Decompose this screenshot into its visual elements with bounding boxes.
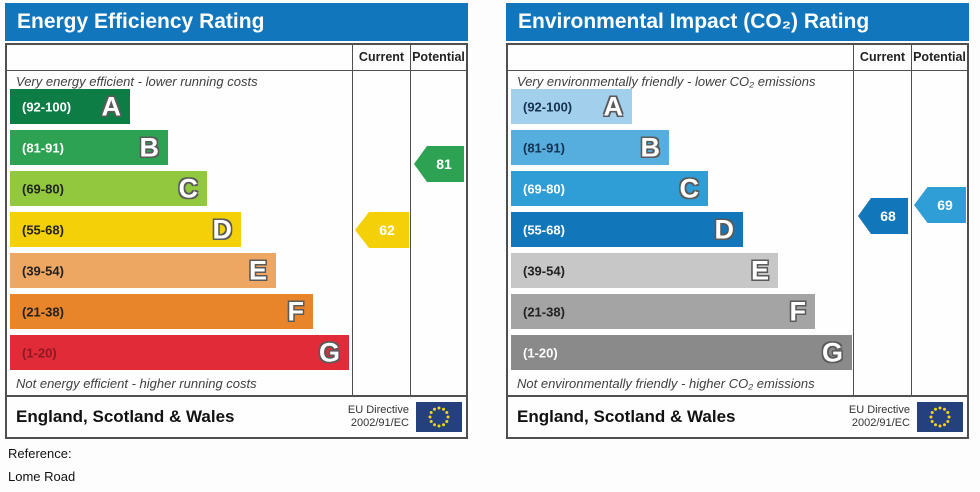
- band-c: (69-80) C: [511, 171, 708, 206]
- panel-footer: England, Scotland & Wales EU Directive 2…: [7, 395, 466, 437]
- band-range-label: (69-80): [22, 181, 64, 196]
- band-letter: F: [789, 296, 807, 326]
- column-divider: [911, 45, 912, 396]
- panel-title: Energy Efficiency Rating: [17, 10, 265, 33]
- band-letter: C: [178, 173, 199, 203]
- reference-block: Reference: Lome Road: [8, 446, 75, 492]
- energy-rating-table: Current Potential Very energy efficient …: [5, 43, 468, 439]
- top-note: Very environmentally friendly - lower CO…: [517, 74, 816, 89]
- eu-directive-label: EU Directive 2002/91/EC: [848, 403, 910, 429]
- band-range-label: (92-100): [523, 99, 573, 114]
- band-d: (55-68) D: [511, 212, 743, 247]
- band-letter: A: [603, 91, 624, 121]
- band-letter: G: [318, 337, 340, 367]
- band-letter: G: [821, 337, 843, 367]
- energy-panel-title-bar: Energy Efficiency Rating: [5, 3, 468, 41]
- column-divider: [352, 45, 353, 396]
- current-rating-marker: 62: [355, 212, 409, 248]
- band-range-label: (1-20): [22, 345, 57, 360]
- potential-column-header: Potential: [913, 50, 966, 64]
- current-column-header: Current: [859, 50, 906, 64]
- panel-title: Environmental Impact (CO₂) Rating: [518, 10, 870, 33]
- current-rating-marker: 68: [858, 198, 908, 234]
- band-letter: D: [714, 214, 735, 244]
- band-range-label: (81-91): [523, 140, 565, 155]
- band-range-label: (55-68): [22, 222, 64, 237]
- band-range-label: (55-68): [523, 222, 565, 237]
- band-c: (69-80) C: [10, 171, 207, 206]
- current-rating-value: 68: [880, 208, 896, 224]
- current-rating-value: 62: [379, 222, 395, 238]
- bottom-note: Not energy efficient - higher running co…: [16, 376, 257, 391]
- band-e: (39-54) E: [10, 253, 276, 288]
- band-letter: B: [139, 132, 160, 162]
- band-b: (81-91) B: [10, 130, 168, 165]
- region-label: England, Scotland & Wales: [517, 407, 736, 426]
- band-a: (92-100) A: [10, 89, 130, 124]
- band-d: (55-68) D: [10, 212, 241, 247]
- band-letter: E: [750, 255, 769, 285]
- co2-rating-table: Current Potential Very environmentally f…: [506, 43, 969, 439]
- band-range-label: (39-54): [523, 263, 565, 278]
- reference-value: Lome Road: [8, 469, 76, 484]
- top-note: Very energy efficient - lower running co…: [16, 74, 258, 89]
- band-letter: B: [640, 132, 661, 162]
- band-letter: A: [101, 91, 122, 121]
- band-letter: C: [679, 173, 700, 203]
- band-range-label: (21-38): [22, 304, 64, 319]
- column-divider: [853, 45, 854, 396]
- potential-rating-value: 81: [436, 156, 452, 172]
- reference-label: Reference:: [8, 446, 72, 461]
- potential-rating-marker: 81: [414, 146, 464, 182]
- potential-column-header: Potential: [412, 50, 465, 64]
- co2-panel-title-bar: Environmental Impact (CO₂) Rating: [506, 3, 969, 41]
- band-letter: E: [248, 255, 267, 285]
- potential-rating-value: 69: [937, 197, 953, 213]
- band-e: (39-54) E: [511, 253, 778, 288]
- band-range-label: (92-100): [22, 99, 72, 114]
- region-label: England, Scotland & Wales: [16, 407, 235, 426]
- eu-flag-icon: [917, 402, 963, 432]
- band-range-label: (69-80): [523, 181, 565, 196]
- band-b: (81-91) B: [511, 130, 669, 165]
- band-g: (1-20) G: [511, 335, 852, 370]
- band-letter: D: [212, 214, 233, 244]
- band-f: (21-38) F: [511, 294, 815, 329]
- eu-directive-label: EU Directive 2002/91/EC: [347, 403, 409, 429]
- column-header-row: Current Potential: [7, 45, 466, 71]
- band-g: (1-20) G: [10, 335, 349, 370]
- band-f: (21-38) F: [10, 294, 313, 329]
- band-range-label: (81-91): [22, 140, 64, 155]
- band-range-label: (39-54): [22, 263, 64, 278]
- column-divider: [410, 45, 411, 396]
- band-letter: F: [287, 296, 305, 326]
- panel-footer: England, Scotland & Wales EU Directive 2…: [508, 395, 967, 437]
- band-range-label: (1-20): [523, 345, 558, 360]
- band-a: (92-100) A: [511, 89, 632, 124]
- eu-flag-icon: [416, 402, 462, 432]
- bottom-note: Not environmentally friendly - higher CO…: [517, 376, 815, 391]
- environmental-impact-panel: Environmental Impact (CO₂) Rating Curren…: [506, 3, 969, 439]
- energy-efficiency-panel: Energy Efficiency Rating Current Potenti…: [5, 3, 468, 439]
- potential-rating-marker: 69: [914, 187, 966, 223]
- current-column-header: Current: [358, 50, 405, 64]
- column-header-row: Current Potential: [508, 45, 967, 71]
- band-range-label: (21-38): [523, 304, 565, 319]
